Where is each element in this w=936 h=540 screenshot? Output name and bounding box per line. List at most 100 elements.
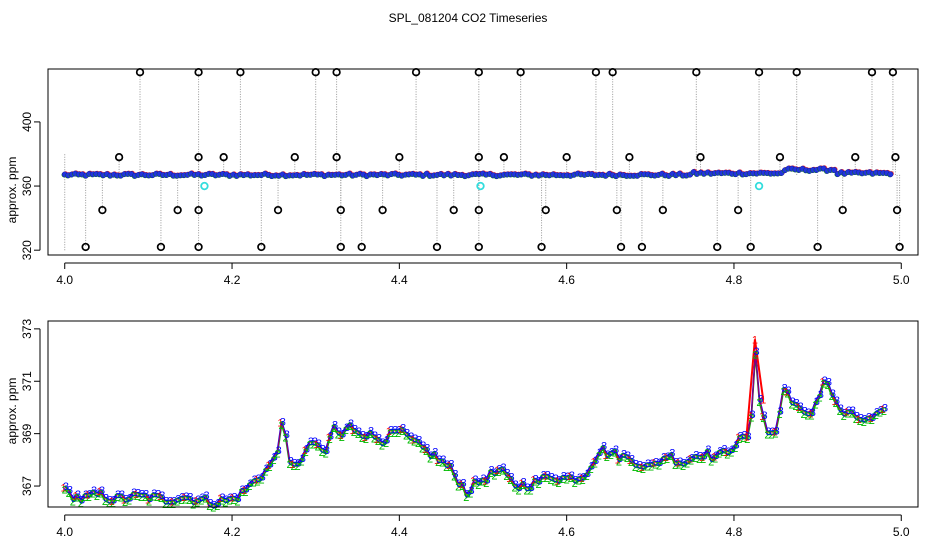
bottom-point-label-2: 2 <box>299 456 305 468</box>
bottom-point-label-1: 1 <box>578 473 584 485</box>
bottom-point-label-1: 1 <box>374 434 380 446</box>
bottom-series-line-2 <box>64 354 885 509</box>
bottom-point-label-3: 3 <box>316 438 322 450</box>
bottom-point-label-1: 1 <box>711 451 717 463</box>
bottom-point-label-3: 3 <box>135 488 141 500</box>
bottom-point-label-3: 3 <box>288 456 294 468</box>
top-outlier-point <box>194 153 203 162</box>
bottom-point-label-2: 2 <box>347 421 353 433</box>
top-outlier-point <box>537 242 546 252</box>
bottom-point-label-3: 3 <box>697 450 703 462</box>
bottom-point-label-3: 3 <box>468 485 474 497</box>
top-outlier-point <box>290 153 299 162</box>
bottom-point-label-2: 2 <box>122 497 128 509</box>
bottom-point-label-3: 3 <box>505 468 511 480</box>
bottom-point-label-2: 2 <box>451 472 457 484</box>
bottom-point-label-3: 3 <box>416 435 422 447</box>
bottom-point-label-3: 3 <box>565 471 571 483</box>
bottom-point-label-1: 1 <box>723 447 729 459</box>
bottom-point-label-2: 2 <box>102 496 108 508</box>
bottom-point-label-2: 2 <box>483 478 489 490</box>
bottom-point-label-2: 2 <box>423 446 429 458</box>
bottom-point-label-3: 3 <box>183 491 189 503</box>
bottom-point-label-2: 2 <box>584 471 590 483</box>
bottom-point-label-3: 3 <box>870 412 876 424</box>
bottom-point-label-2: 2 <box>399 426 405 438</box>
bottom-point-label-3: 3 <box>240 484 246 496</box>
bottom-point-label-3: 3 <box>248 478 254 490</box>
bottom-point-label-3: 3 <box>123 493 129 505</box>
bottom-point-label-3: 3 <box>625 450 631 462</box>
bottom-point-label-3: 3 <box>585 468 591 480</box>
bottom-point-label-2: 2 <box>178 495 184 507</box>
bottom-point-label-3: 3 <box>380 437 386 449</box>
bottom-point-label-2: 2 <box>668 451 674 463</box>
bottom-point-label-2: 2 <box>162 499 168 511</box>
bottom-point-label-3: 3 <box>151 488 157 500</box>
top-outlier-point <box>332 153 341 162</box>
bottom-point-label-1: 1 <box>338 430 344 442</box>
bottom-point-label-3: 3 <box>758 393 764 405</box>
bottom-point-label-3: 3 <box>344 422 350 434</box>
bottom-point-label-3: 3 <box>364 430 370 442</box>
bottom-point-label-3: 3 <box>862 414 868 426</box>
top-outlier-point <box>838 205 847 215</box>
bottom-point-label-3: 3 <box>633 459 639 471</box>
bottom-point-label-2: 2 <box>531 477 537 489</box>
bottom-point-label-2: 2 <box>728 447 734 459</box>
bottom-point-label-3: 3 <box>99 485 105 497</box>
top-outlier-point <box>395 153 404 162</box>
bottom-point-label-3: 3 <box>203 490 209 502</box>
bottom-point-label-2: 2 <box>588 464 594 476</box>
bottom-point-label-1: 1 <box>253 475 259 487</box>
top-outlier-point <box>696 153 705 162</box>
bottom-point-label-3: 3 <box>211 499 217 511</box>
bottom-point-label-2: 2 <box>495 467 501 479</box>
bottom-point-label-2: 2 <box>704 448 710 460</box>
top-outlier-point <box>98 205 107 215</box>
bottom-point-label-3: 3 <box>328 431 334 443</box>
bottom-point-label-1: 1 <box>566 471 572 483</box>
bottom-point-label-1: 1 <box>458 479 464 491</box>
bottom-point-label-3: 3 <box>480 473 486 485</box>
bottom-point-label-2: 2 <box>186 495 192 507</box>
bottom-point-label-1: 1 <box>627 455 633 467</box>
bottom-point-label-2: 2 <box>527 485 533 497</box>
bottom-point-label-2: 2 <box>443 462 449 474</box>
bottom-point-label-2: 2 <box>62 485 68 497</box>
bottom-point-label-2: 2 <box>772 429 778 441</box>
bottom-point-label-3: 3 <box>729 444 735 456</box>
top-x-tick-label: 5.0 <box>893 273 910 287</box>
bottom-point-label-2: 2 <box>877 408 883 420</box>
bottom-point-label-2: 2 <box>624 453 630 465</box>
bottom-point-label-3: 3 <box>115 489 121 501</box>
top-x-tick-label: 4.6 <box>558 273 575 287</box>
bottom-point-label-2: 2 <box>776 409 782 421</box>
bottom-point-label-3: 3 <box>252 474 258 486</box>
bottom-point-label-1: 1 <box>446 460 452 472</box>
bottom-point-label-3: 3 <box>866 411 872 423</box>
bottom-point-label-2: 2 <box>459 481 465 493</box>
bottom-point-label-1: 1 <box>651 458 657 470</box>
bottom-point-label-2: 2 <box>166 499 172 511</box>
bottom-point-label-3: 3 <box>705 444 711 456</box>
bottom-point-label-2: 2 <box>226 495 232 507</box>
bottom-point-label-3: 3 <box>521 477 527 489</box>
bottom-point-label-3: 3 <box>609 447 615 459</box>
top-x-tick-label: 4.2 <box>224 273 241 287</box>
bottom-point-label-3: 3 <box>617 453 623 465</box>
bottom-point-label-1: 1 <box>97 486 103 498</box>
bottom-point-label-1: 1 <box>747 410 753 422</box>
bottom-point-label-2: 2 <box>780 386 786 398</box>
bottom-point-label-1: 1 <box>313 439 319 451</box>
bottom-point-label-3: 3 <box>661 452 667 464</box>
bottom-point-label-2: 2 <box>608 450 614 462</box>
bottom-point-label-2: 2 <box>246 481 252 493</box>
bottom-point-label-3: 3 <box>276 445 282 457</box>
bottom-point-label-1: 1 <box>386 426 392 438</box>
bottom-point-label-2: 2 <box>788 399 794 411</box>
bottom-point-label-3: 3 <box>312 436 318 448</box>
bottom-point-label-2: 2 <box>230 495 236 507</box>
bottom-point-label-3: 3 <box>569 470 575 482</box>
bottom-point-label-2: 2 <box>383 438 389 450</box>
